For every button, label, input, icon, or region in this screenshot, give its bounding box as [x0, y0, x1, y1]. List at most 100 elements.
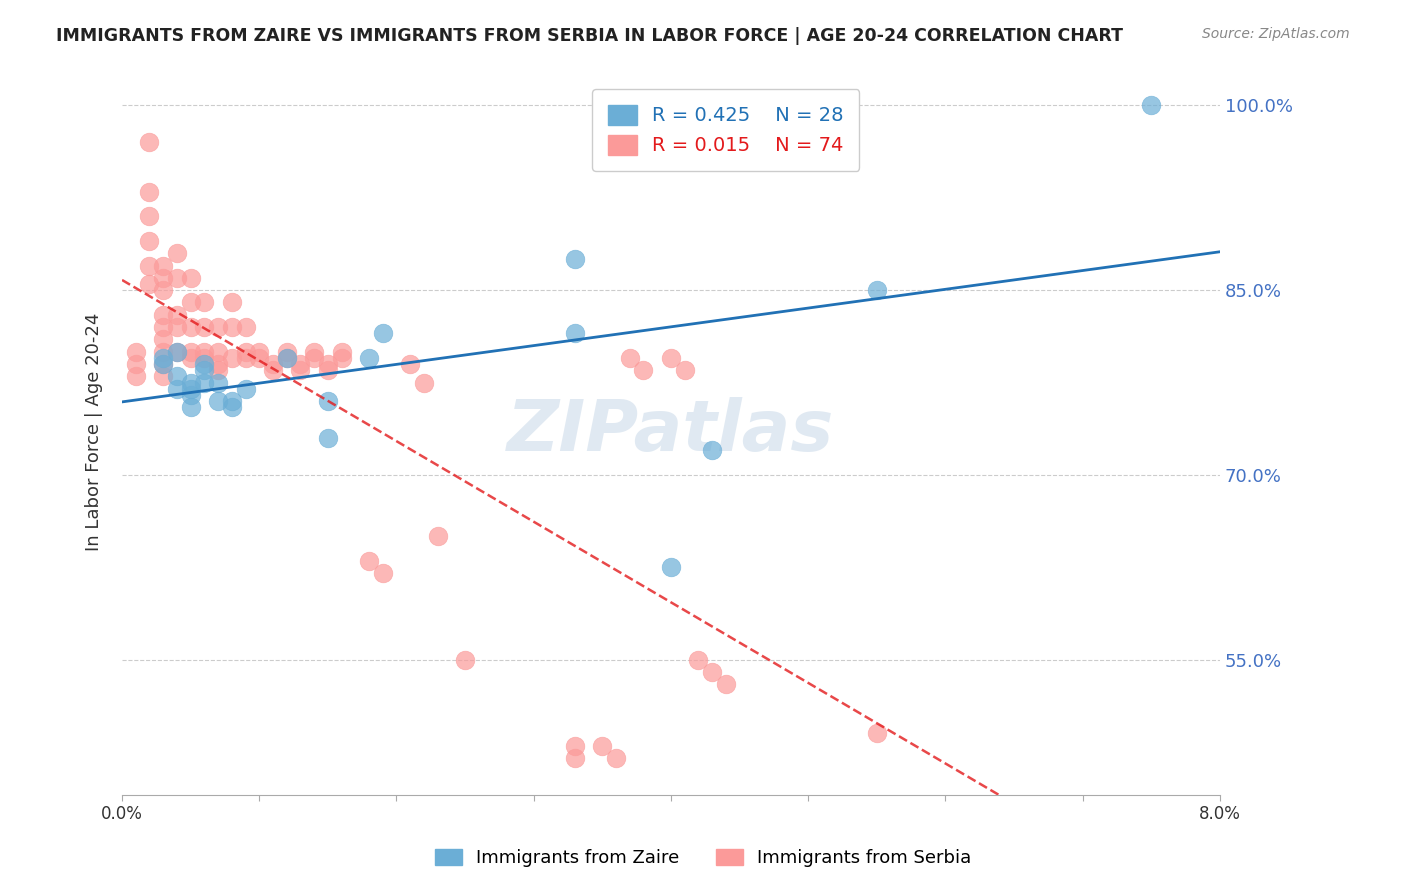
Point — [152, 320, 174, 334]
Point — [619, 351, 641, 365]
Point — [166, 246, 188, 260]
Point — [138, 259, 160, 273]
Point — [235, 351, 257, 365]
Point — [221, 351, 243, 365]
Point — [316, 357, 339, 371]
Point — [152, 259, 174, 273]
Point — [193, 320, 215, 334]
Point — [866, 726, 889, 740]
Point — [412, 376, 434, 390]
Point — [180, 271, 202, 285]
Point — [180, 344, 202, 359]
Point — [125, 369, 148, 384]
Point — [138, 277, 160, 291]
Point — [714, 677, 737, 691]
Point — [235, 382, 257, 396]
Point — [316, 363, 339, 377]
Point — [138, 185, 160, 199]
Point — [207, 376, 229, 390]
Point — [290, 363, 312, 377]
Point — [290, 357, 312, 371]
Point — [152, 369, 174, 384]
Point — [276, 351, 298, 365]
Point — [357, 351, 380, 365]
Point — [166, 344, 188, 359]
Point — [235, 320, 257, 334]
Point — [564, 252, 586, 267]
Point — [247, 351, 270, 365]
Point — [193, 351, 215, 365]
Point — [605, 751, 627, 765]
Point — [221, 400, 243, 414]
Point — [125, 357, 148, 371]
Point — [316, 394, 339, 409]
Point — [207, 363, 229, 377]
Legend: R = 0.425    N = 28, R = 0.015    N = 74: R = 0.425 N = 28, R = 0.015 N = 74 — [592, 89, 859, 171]
Point — [247, 344, 270, 359]
Point — [180, 388, 202, 402]
Point — [221, 394, 243, 409]
Point — [276, 351, 298, 365]
Point — [180, 351, 202, 365]
Point — [399, 357, 422, 371]
Point — [564, 739, 586, 753]
Point — [152, 283, 174, 297]
Point — [166, 308, 188, 322]
Point — [166, 344, 188, 359]
Point — [207, 344, 229, 359]
Point — [193, 376, 215, 390]
Point — [564, 751, 586, 765]
Text: Source: ZipAtlas.com: Source: ZipAtlas.com — [1202, 27, 1350, 41]
Point — [591, 739, 613, 753]
Y-axis label: In Labor Force | Age 20-24: In Labor Force | Age 20-24 — [86, 312, 103, 551]
Point — [564, 326, 586, 341]
Point — [152, 357, 174, 371]
Point — [659, 351, 682, 365]
Point — [125, 344, 148, 359]
Point — [330, 351, 353, 365]
Point — [357, 554, 380, 568]
Point — [180, 320, 202, 334]
Point — [330, 344, 353, 359]
Point — [426, 529, 449, 543]
Point — [193, 344, 215, 359]
Point — [700, 665, 723, 679]
Point — [166, 320, 188, 334]
Point — [673, 363, 696, 377]
Point — [152, 344, 174, 359]
Legend: Immigrants from Zaire, Immigrants from Serbia: Immigrants from Zaire, Immigrants from S… — [427, 841, 979, 874]
Text: IMMIGRANTS FROM ZAIRE VS IMMIGRANTS FROM SERBIA IN LABOR FORCE | AGE 20-24 CORRE: IMMIGRANTS FROM ZAIRE VS IMMIGRANTS FROM… — [56, 27, 1123, 45]
Point — [152, 271, 174, 285]
Point — [700, 443, 723, 458]
Point — [138, 234, 160, 248]
Point — [180, 376, 202, 390]
Text: ZIPatlas: ZIPatlas — [508, 397, 835, 467]
Point — [193, 357, 215, 371]
Point — [166, 369, 188, 384]
Point — [152, 308, 174, 322]
Point — [166, 271, 188, 285]
Point — [235, 344, 257, 359]
Point — [276, 344, 298, 359]
Point — [152, 351, 174, 365]
Point — [302, 344, 325, 359]
Point — [207, 320, 229, 334]
Point — [866, 283, 889, 297]
Point — [138, 209, 160, 223]
Point — [316, 431, 339, 445]
Point — [302, 351, 325, 365]
Point — [207, 394, 229, 409]
Point — [688, 652, 710, 666]
Point — [262, 363, 284, 377]
Point — [371, 326, 394, 341]
Point — [152, 333, 174, 347]
Point — [454, 652, 477, 666]
Point — [193, 295, 215, 310]
Point — [371, 566, 394, 581]
Point — [166, 382, 188, 396]
Point — [193, 363, 215, 377]
Point — [152, 357, 174, 371]
Point — [1140, 98, 1163, 112]
Point — [221, 320, 243, 334]
Point — [180, 382, 202, 396]
